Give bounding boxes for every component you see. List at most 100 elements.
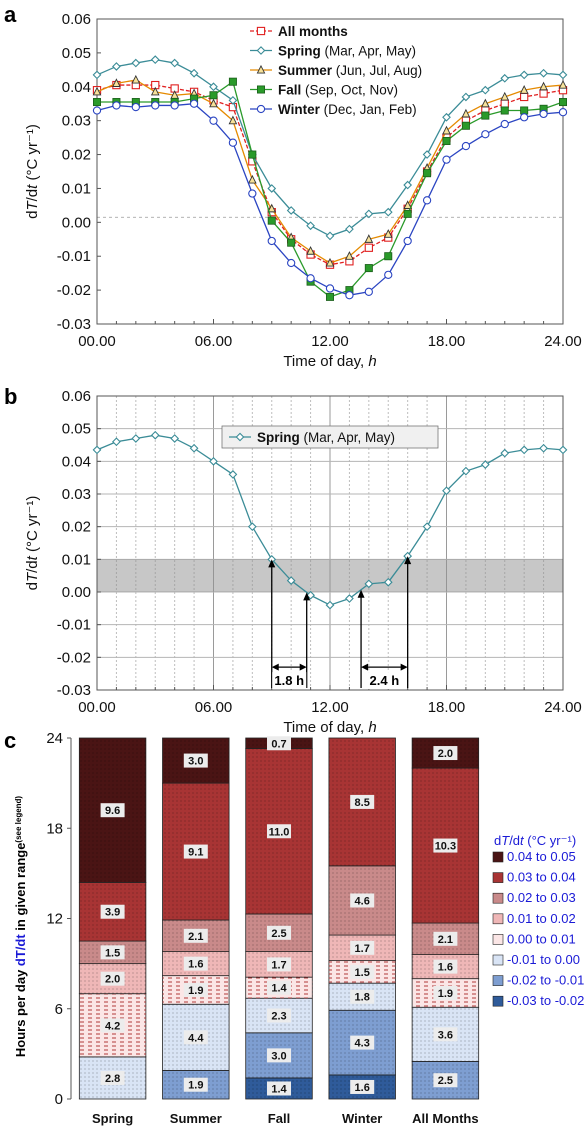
legend-label: 0.00 to 0.01 <box>507 931 576 946</box>
data-label-bg <box>267 957 291 972</box>
data-label: 8.5 <box>355 797 370 809</box>
y-tick-label: 0 <box>55 1091 63 1108</box>
data-point <box>364 287 373 296</box>
data-label-bg <box>183 956 208 971</box>
y-tick-label: 0.02 <box>62 519 91 536</box>
bar-all-months: 2.5 3.6 1.9 1.6 2.1 10.3 2.0 <box>411 737 480 1100</box>
interval-head <box>361 663 369 671</box>
data-point <box>92 106 102 115</box>
data-point <box>500 73 510 83</box>
interval-head <box>271 663 279 671</box>
data-label: 3.6 <box>438 1029 453 1041</box>
y-tick-label: 0.03 <box>62 486 91 503</box>
data-point <box>267 236 276 246</box>
data-point <box>189 68 199 78</box>
arrow-head <box>404 556 412 565</box>
data-label: 1.5 <box>355 967 370 979</box>
data-point <box>383 229 393 238</box>
data-label: 9.6 <box>105 805 120 817</box>
data-point <box>481 98 490 108</box>
data-point <box>131 74 141 84</box>
legend-item: Spring (Mar, Apr, May) <box>250 44 416 59</box>
legend-label: All months <box>278 24 348 39</box>
data-point <box>228 470 238 479</box>
y-axis-label: Hours per day dT/dt in given range(see l… <box>13 796 28 1058</box>
data-point <box>345 251 354 260</box>
data-label-bg <box>183 1077 208 1092</box>
data-point <box>442 112 451 122</box>
data-point <box>442 136 451 145</box>
data-label-bg <box>267 925 291 940</box>
data-point <box>92 86 102 96</box>
legend-item: Winter (Dec, Jan, Feb) <box>250 102 417 117</box>
y-tick-label: -0.01 <box>57 617 91 634</box>
data-point <box>364 264 373 273</box>
data-label-bg <box>100 1018 125 1033</box>
data-point <box>480 460 490 469</box>
x-axis-label: Time of day, h <box>283 353 376 370</box>
data-label: 11.0 <box>269 826 290 838</box>
legend-marker <box>235 432 245 442</box>
legend-marker <box>256 85 265 94</box>
data-label-bg <box>433 931 458 946</box>
data-point <box>248 189 257 198</box>
data-label: 9.1 <box>188 847 203 859</box>
data-point <box>267 203 277 213</box>
data-point <box>364 243 373 252</box>
legend-item: 0.03 to 0.04 <box>492 870 576 885</box>
x-tick-label: 24.00 <box>544 333 582 350</box>
y-tick-label: 0.04 <box>62 79 91 96</box>
data-point <box>558 445 568 455</box>
data-label: 4.2 <box>105 1020 120 1032</box>
data-label: 1.9 <box>188 985 203 997</box>
data-point <box>150 55 160 65</box>
legend-label: -0.03 to -0.02 <box>507 993 584 1008</box>
data-point <box>287 238 296 247</box>
x-tick-label: 12.00 <box>311 699 349 716</box>
data-point <box>519 70 529 80</box>
data-point <box>500 99 509 108</box>
panel-b-chart: -0.03 -0.02 -0.01 0.00 0.01 0.02 0.03 0.04 0.05 0… <box>24 388 582 736</box>
data-label-bg <box>183 844 208 859</box>
legend-label: Summer (Jun, Jul, Aug) <box>278 63 422 78</box>
bar-spring: 2.8 4.2 2.0 1.5 3.9 9.6 <box>78 737 147 1100</box>
y-tick-label: 0.05 <box>62 421 91 438</box>
data-point <box>92 70 102 80</box>
data-label-bg <box>183 982 208 997</box>
data-point <box>461 141 471 151</box>
legend-swatch <box>492 975 504 986</box>
data-label-bg <box>100 1070 125 1085</box>
data-point <box>519 445 529 455</box>
shaded-band <box>97 559 563 592</box>
data-label: 1.4 <box>271 983 287 995</box>
data-point <box>228 115 238 125</box>
data-label: 2.5 <box>271 928 286 940</box>
y-tick-label: 0.00 <box>62 214 91 231</box>
legend-swatch <box>492 913 504 925</box>
data-point <box>151 101 160 110</box>
y-tick-label: 0.02 <box>62 147 91 164</box>
data-point <box>228 138 238 147</box>
data-label: 1.6 <box>438 962 453 974</box>
data-point <box>481 111 490 120</box>
panel-label-a: a <box>4 2 17 27</box>
x-tick-label: 18.00 <box>428 333 466 350</box>
data-label-bg <box>433 746 458 761</box>
data-label: 4.4 <box>188 1032 204 1044</box>
legend-item: Fall (Sep, Oct, Nov) <box>250 83 398 98</box>
data-point <box>247 522 257 532</box>
data-label: 4.6 <box>355 895 370 907</box>
data-point <box>209 116 218 125</box>
data-point <box>209 456 218 466</box>
data-point <box>461 466 471 476</box>
category-label: Fall <box>268 1111 290 1126</box>
data-point <box>209 91 218 100</box>
data-point <box>461 108 471 118</box>
legend-swatch <box>492 851 504 863</box>
data-point <box>442 486 451 496</box>
data-point <box>112 437 121 447</box>
legend-marker <box>256 26 266 36</box>
data-label-bg <box>267 1008 291 1023</box>
data-point <box>422 150 432 159</box>
data-point <box>384 270 393 280</box>
